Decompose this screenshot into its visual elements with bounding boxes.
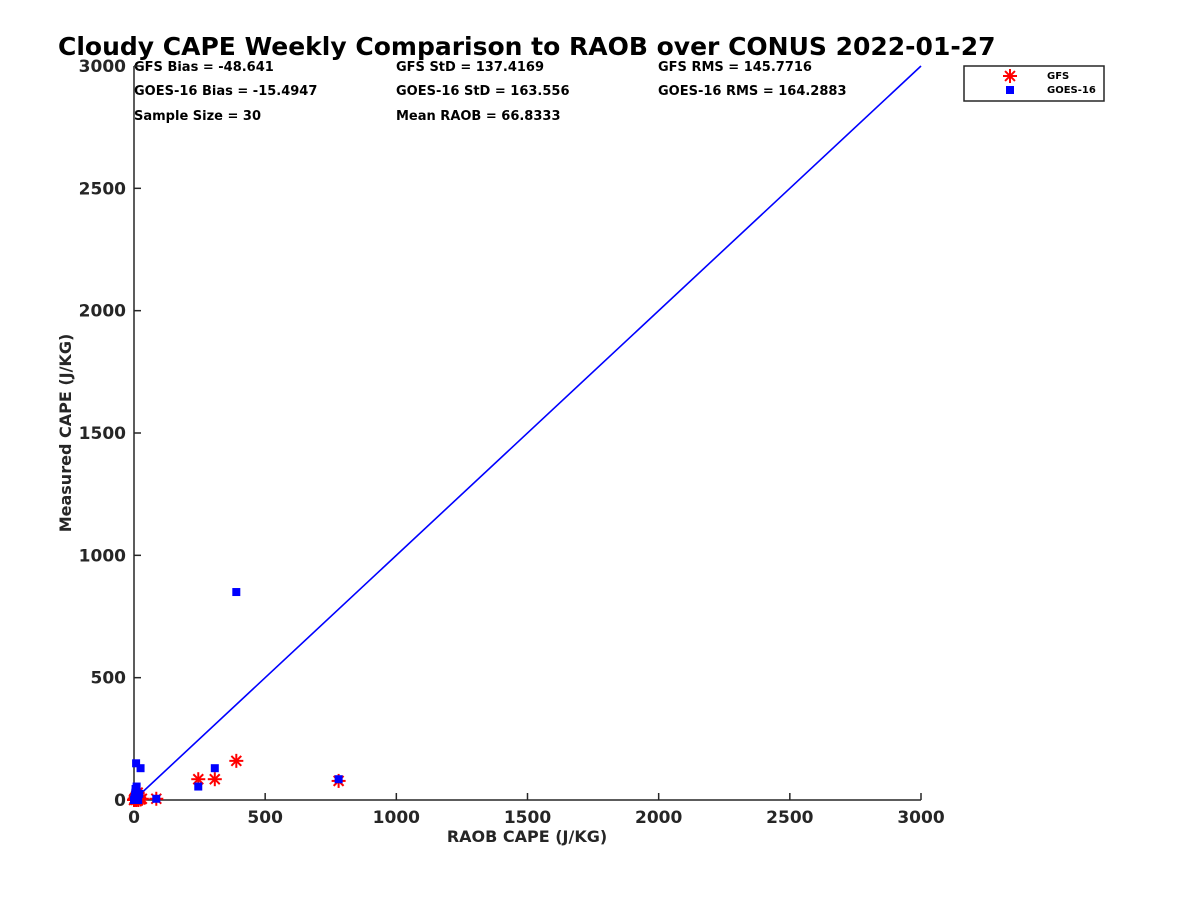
legend-label: GOES-16 bbox=[1047, 85, 1096, 96]
data-point bbox=[232, 588, 241, 597]
one-to-one-line bbox=[133, 65, 922, 801]
data-point bbox=[334, 775, 343, 784]
legend-marker bbox=[1003, 69, 1017, 83]
y-tick-label: 1500 bbox=[79, 424, 126, 444]
data-point bbox=[135, 789, 144, 798]
stat-text: GFS Bias = -48.641 bbox=[134, 60, 274, 75]
series-goes-16 bbox=[130, 588, 343, 804]
x-tick-label: 0 bbox=[128, 808, 140, 828]
stat-text: GFS RMS = 145.7716 bbox=[658, 60, 812, 75]
legend: GFS GOES-16 bbox=[963, 65, 1105, 102]
y-tick-label: 1000 bbox=[79, 546, 126, 566]
stat-text: GOES-16 StD = 163.556 bbox=[396, 84, 570, 99]
stat-text: Sample Size = 30 bbox=[134, 109, 261, 124]
legend-label: GFS bbox=[1047, 71, 1069, 82]
data-point bbox=[229, 753, 244, 768]
x-axis-label: RAOB CAPE (J/KG) bbox=[447, 827, 607, 846]
data-point bbox=[152, 794, 161, 803]
y-tick-label: 3000 bbox=[79, 57, 126, 77]
x-tick-label: 1500 bbox=[504, 808, 551, 828]
y-axis-label: Measured CAPE (J/KG) bbox=[56, 334, 75, 533]
legend-marker bbox=[1006, 86, 1014, 94]
x-tick-label: 500 bbox=[247, 808, 283, 828]
x-tick-label: 1000 bbox=[373, 808, 420, 828]
data-point bbox=[191, 772, 206, 787]
data-point bbox=[207, 772, 222, 787]
ticks: 0 500 1000 1500 2000 2500 3000 0 500 1000 1500 2000… bbox=[79, 57, 945, 828]
stat-text: GOES-16 RMS = 164.2883 bbox=[658, 84, 847, 99]
legend-box bbox=[963, 65, 1105, 102]
data-point bbox=[194, 782, 203, 791]
data-point bbox=[134, 796, 143, 804]
stats-block: GFS Bias = -48.641 GFS StD = 137.4169 GFS … bbox=[134, 60, 847, 124]
y-tick-label: 500 bbox=[91, 669, 127, 689]
x-tick-label: 2000 bbox=[635, 808, 682, 828]
y-tick-label: 2500 bbox=[79, 179, 126, 199]
y-tick-label: 2000 bbox=[79, 302, 126, 322]
data-point bbox=[136, 764, 145, 773]
y-tick-label: 0 bbox=[114, 791, 126, 811]
chart-title: Cloudy CAPE Weekly Comparison to RAOB ov… bbox=[58, 32, 996, 61]
data-point bbox=[132, 782, 141, 791]
plot-area bbox=[127, 65, 922, 807]
stat-text: Mean RAOB = 66.8333 bbox=[396, 109, 561, 124]
stat-text: GFS StD = 137.4169 bbox=[396, 60, 544, 75]
data-point bbox=[210, 764, 219, 773]
x-tick-label: 2500 bbox=[766, 808, 813, 828]
data-point bbox=[132, 759, 141, 768]
x-tick-label: 3000 bbox=[897, 808, 944, 828]
stat-text: GOES-16 Bias = -15.4947 bbox=[134, 84, 317, 99]
